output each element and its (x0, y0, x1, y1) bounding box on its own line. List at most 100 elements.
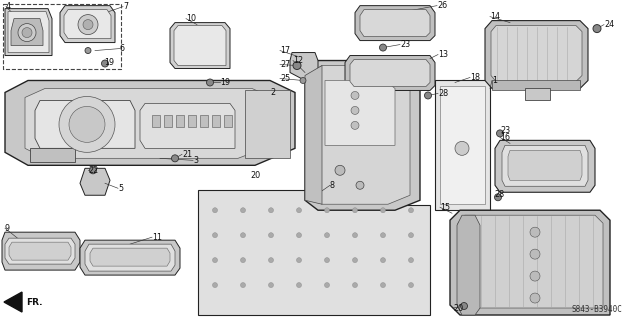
Polygon shape (450, 210, 610, 315)
Polygon shape (458, 215, 603, 308)
Text: 6: 6 (120, 44, 125, 53)
Circle shape (293, 61, 301, 69)
Circle shape (269, 258, 274, 263)
Circle shape (241, 208, 246, 213)
Circle shape (325, 233, 330, 238)
Circle shape (352, 233, 357, 238)
Polygon shape (5, 9, 52, 56)
Circle shape (455, 141, 469, 155)
Text: 11: 11 (152, 233, 162, 242)
Polygon shape (245, 91, 290, 158)
Circle shape (241, 233, 246, 238)
Polygon shape (491, 26, 582, 82)
Bar (435, 81, 490, 210)
Text: 8: 8 (330, 181, 335, 190)
Circle shape (269, 233, 274, 238)
Polygon shape (325, 81, 395, 145)
Polygon shape (485, 20, 588, 88)
Bar (188, 116, 196, 127)
Circle shape (69, 107, 105, 142)
Circle shape (325, 258, 330, 263)
Circle shape (241, 258, 246, 263)
Circle shape (494, 194, 502, 201)
Polygon shape (140, 103, 235, 148)
Polygon shape (30, 148, 75, 162)
Polygon shape (305, 66, 322, 204)
Text: 7: 7 (123, 2, 128, 11)
Polygon shape (25, 88, 272, 158)
Polygon shape (4, 292, 22, 312)
Bar (3, 4, 121, 68)
Text: 26: 26 (437, 1, 447, 10)
Text: 14: 14 (490, 12, 500, 21)
Text: 16: 16 (500, 133, 510, 142)
Circle shape (241, 283, 246, 288)
Polygon shape (11, 19, 43, 45)
Circle shape (425, 92, 431, 99)
Text: 20: 20 (453, 304, 463, 313)
Circle shape (351, 92, 359, 100)
Text: 24: 24 (604, 20, 614, 29)
Text: 13: 13 (438, 50, 448, 59)
Circle shape (460, 302, 467, 309)
Circle shape (296, 208, 301, 213)
Polygon shape (80, 168, 110, 195)
Circle shape (379, 44, 386, 51)
Text: 1: 1 (492, 76, 497, 85)
Text: 25: 25 (280, 74, 290, 83)
Bar (200, 116, 208, 127)
Circle shape (296, 233, 301, 238)
Circle shape (530, 293, 540, 303)
Circle shape (325, 283, 330, 288)
Circle shape (408, 258, 413, 263)
Text: 23: 23 (400, 40, 410, 49)
Circle shape (381, 233, 386, 238)
Circle shape (78, 15, 98, 35)
Text: FR.: FR. (26, 298, 43, 307)
Circle shape (351, 107, 359, 115)
Text: 10: 10 (186, 14, 196, 23)
Bar (224, 116, 232, 127)
Text: 3: 3 (193, 156, 198, 165)
Circle shape (530, 227, 540, 237)
Polygon shape (345, 56, 435, 91)
Polygon shape (5, 81, 295, 165)
Circle shape (408, 208, 413, 213)
Circle shape (90, 167, 97, 174)
Text: 20: 20 (250, 171, 260, 180)
Circle shape (593, 25, 601, 33)
Polygon shape (64, 10, 111, 39)
Circle shape (408, 283, 413, 288)
Polygon shape (8, 12, 49, 52)
Circle shape (83, 20, 93, 29)
Bar (212, 116, 220, 127)
Polygon shape (355, 6, 435, 41)
Circle shape (381, 258, 386, 263)
Text: 5: 5 (118, 184, 123, 193)
Polygon shape (310, 66, 410, 204)
Polygon shape (2, 232, 80, 270)
Polygon shape (85, 244, 175, 271)
Polygon shape (360, 10, 430, 36)
Circle shape (85, 48, 91, 53)
Polygon shape (290, 52, 318, 81)
Circle shape (497, 130, 504, 137)
Text: 23: 23 (500, 126, 510, 135)
Text: S843-B3940C: S843-B3940C (571, 305, 622, 314)
Circle shape (530, 271, 540, 281)
Circle shape (352, 283, 357, 288)
Circle shape (296, 258, 301, 263)
Polygon shape (9, 242, 71, 260)
Text: 21: 21 (182, 150, 192, 159)
Polygon shape (495, 140, 595, 192)
Circle shape (296, 283, 301, 288)
Polygon shape (350, 60, 430, 86)
Circle shape (102, 60, 109, 67)
Polygon shape (508, 150, 582, 180)
Bar (152, 116, 160, 127)
Text: 28: 28 (438, 89, 448, 98)
Bar (176, 116, 184, 127)
Text: 18: 18 (470, 73, 480, 82)
Circle shape (269, 208, 274, 213)
Circle shape (381, 283, 386, 288)
